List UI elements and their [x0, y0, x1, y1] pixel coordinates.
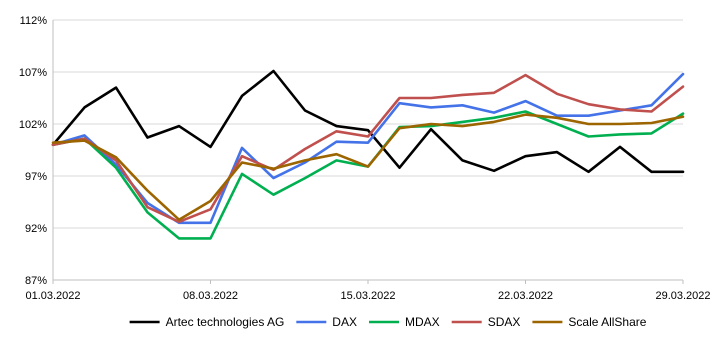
- y-tick-label: 112%: [20, 15, 48, 27]
- legend-item: Artec technologies AG: [129, 315, 285, 329]
- x-tick-label: 22.03.2022: [498, 290, 553, 302]
- y-tick-label: 92%: [25, 223, 47, 235]
- legend-item: DAX: [296, 315, 357, 329]
- x-tick-label: 08.03.2022: [183, 290, 238, 302]
- legend-label: Artec technologies AG: [166, 315, 285, 329]
- legend-item: Scale AllShare: [532, 315, 647, 329]
- legend-label: Scale AllShare: [568, 315, 646, 329]
- legend-label: SDAX: [488, 315, 521, 329]
- legend-item: SDAX: [451, 315, 521, 329]
- x-tick-label: 01.03.2022: [25, 290, 80, 302]
- y-tick-label: 107%: [19, 67, 47, 79]
- legend: Artec technologies AG DAX MDAX SDAX Scale Al…: [129, 315, 647, 329]
- series-line-sdax: [51, 73, 685, 224]
- legend-item: MDAX: [369, 315, 440, 329]
- x-tick-label: 29.03.2022: [655, 290, 710, 302]
- x-tick-label: 15.03.2022: [340, 290, 395, 302]
- y-tick-label: 87%: [25, 275, 47, 287]
- legend-label: MDAX: [405, 315, 440, 329]
- series-lines: [51, 69, 685, 240]
- y-tick-label: 97%: [25, 171, 47, 183]
- axes: [52, 20, 684, 284]
- y-tick-label: 102%: [19, 119, 47, 131]
- series-line-artec-technologies-ag: [51, 69, 685, 174]
- x-tick-labels: 01.03.2022 08.03.2022 15.03.2022 22.03.2022…: [25, 290, 710, 302]
- legend-label: DAX: [332, 315, 357, 329]
- grid-lines: [53, 19, 683, 281]
- series-line-scale-allshare: [51, 113, 685, 221]
- y-tick-labels: 87% 92% 97% 102% 107% 112%: [19, 15, 47, 287]
- series-line-dax: [51, 72, 685, 225]
